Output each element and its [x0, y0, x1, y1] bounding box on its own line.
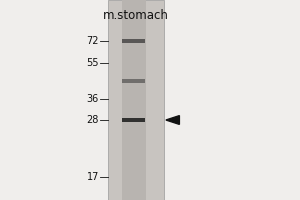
Bar [122, 118, 145, 122]
Bar [122, 79, 145, 83]
Bar [122, 39, 145, 43]
Polygon shape [166, 116, 179, 124]
Text: 17: 17 [87, 172, 99, 182]
Text: 55: 55 [86, 58, 99, 68]
Text: 72: 72 [86, 36, 99, 46]
Bar [122, 0, 146, 200]
Text: m.stomach: m.stomach [103, 9, 169, 22]
Text: 36: 36 [87, 94, 99, 104]
Text: 28: 28 [87, 115, 99, 125]
Bar [108, 0, 164, 200]
